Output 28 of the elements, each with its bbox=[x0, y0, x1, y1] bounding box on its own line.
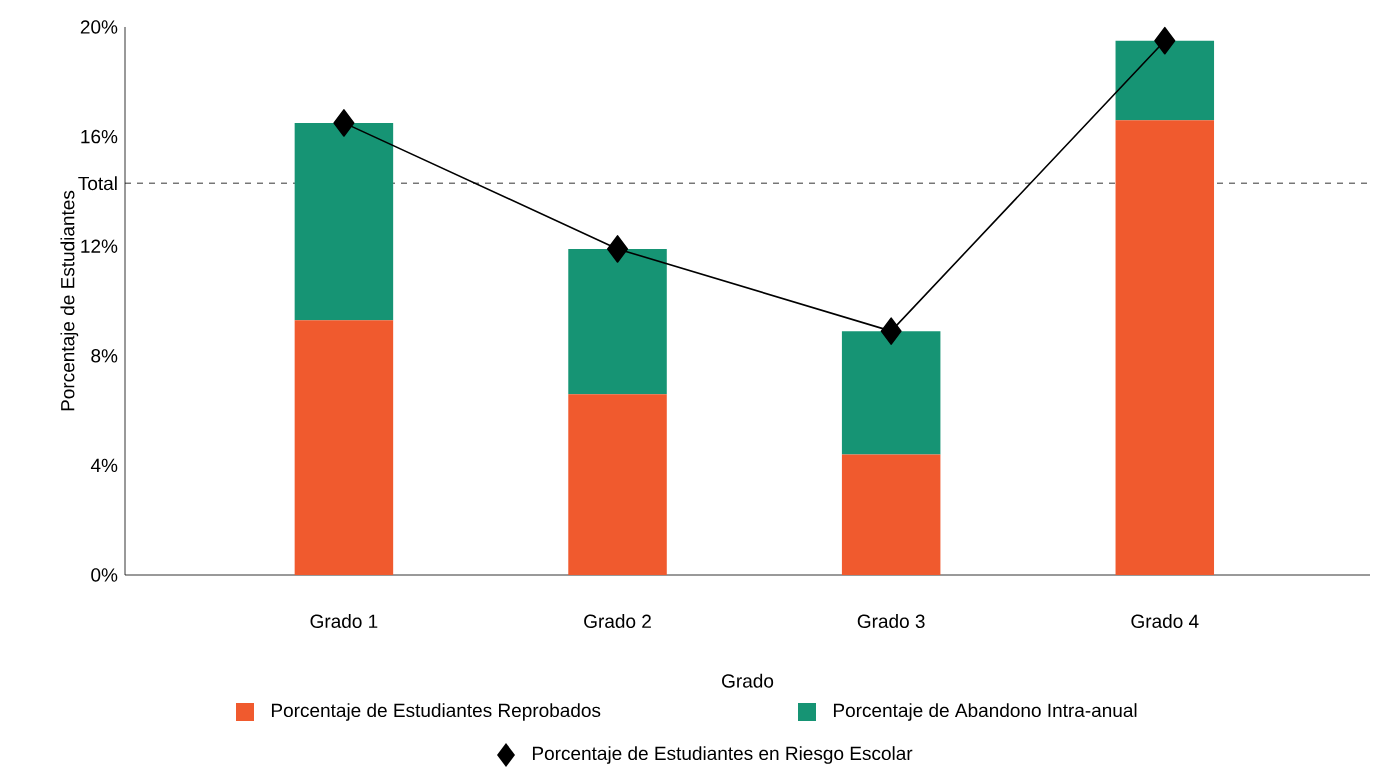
x-tick-label: Grado 3 bbox=[857, 614, 925, 629]
legend-label: Porcentaje de Estudiantes Reprobados bbox=[271, 703, 601, 721]
y-tick-label: 0% bbox=[91, 568, 118, 582]
ref-line-label: Total bbox=[78, 176, 117, 191]
point bbox=[333, 109, 355, 137]
bar bbox=[294, 320, 394, 575]
y-tick-label: 8% bbox=[91, 349, 118, 363]
bar bbox=[1115, 40, 1215, 121]
bar bbox=[841, 454, 941, 575]
y-tick-label: 12% bbox=[81, 239, 118, 253]
y-tick-label: 16% bbox=[81, 129, 118, 144]
point bbox=[1154, 26, 1176, 55]
bar bbox=[568, 394, 667, 575]
point bbox=[606, 235, 629, 263]
y-axis-title: Porcentaje de Estudiantes bbox=[60, 190, 79, 411]
x-tick-label: Grado 2 bbox=[584, 614, 651, 629]
bar bbox=[294, 122, 394, 321]
legend-label: Porcentaje de Abandono Intra-anual bbox=[833, 703, 1137, 721]
y-tick-label: 4% bbox=[90, 458, 118, 473]
y-tick-label: 20% bbox=[80, 20, 118, 34]
point bbox=[880, 317, 902, 345]
x-axis-title: Grado bbox=[722, 673, 774, 688]
bar bbox=[568, 248, 667, 395]
legend-label: Porcentaje de Estudiantes en Riesgo Escolar bbox=[532, 746, 913, 764]
x-tick-label: Grado 4 bbox=[1131, 614, 1199, 629]
bar bbox=[1115, 120, 1215, 575]
x-tick-label: Grado 1 bbox=[310, 614, 378, 629]
bar bbox=[841, 331, 941, 455]
